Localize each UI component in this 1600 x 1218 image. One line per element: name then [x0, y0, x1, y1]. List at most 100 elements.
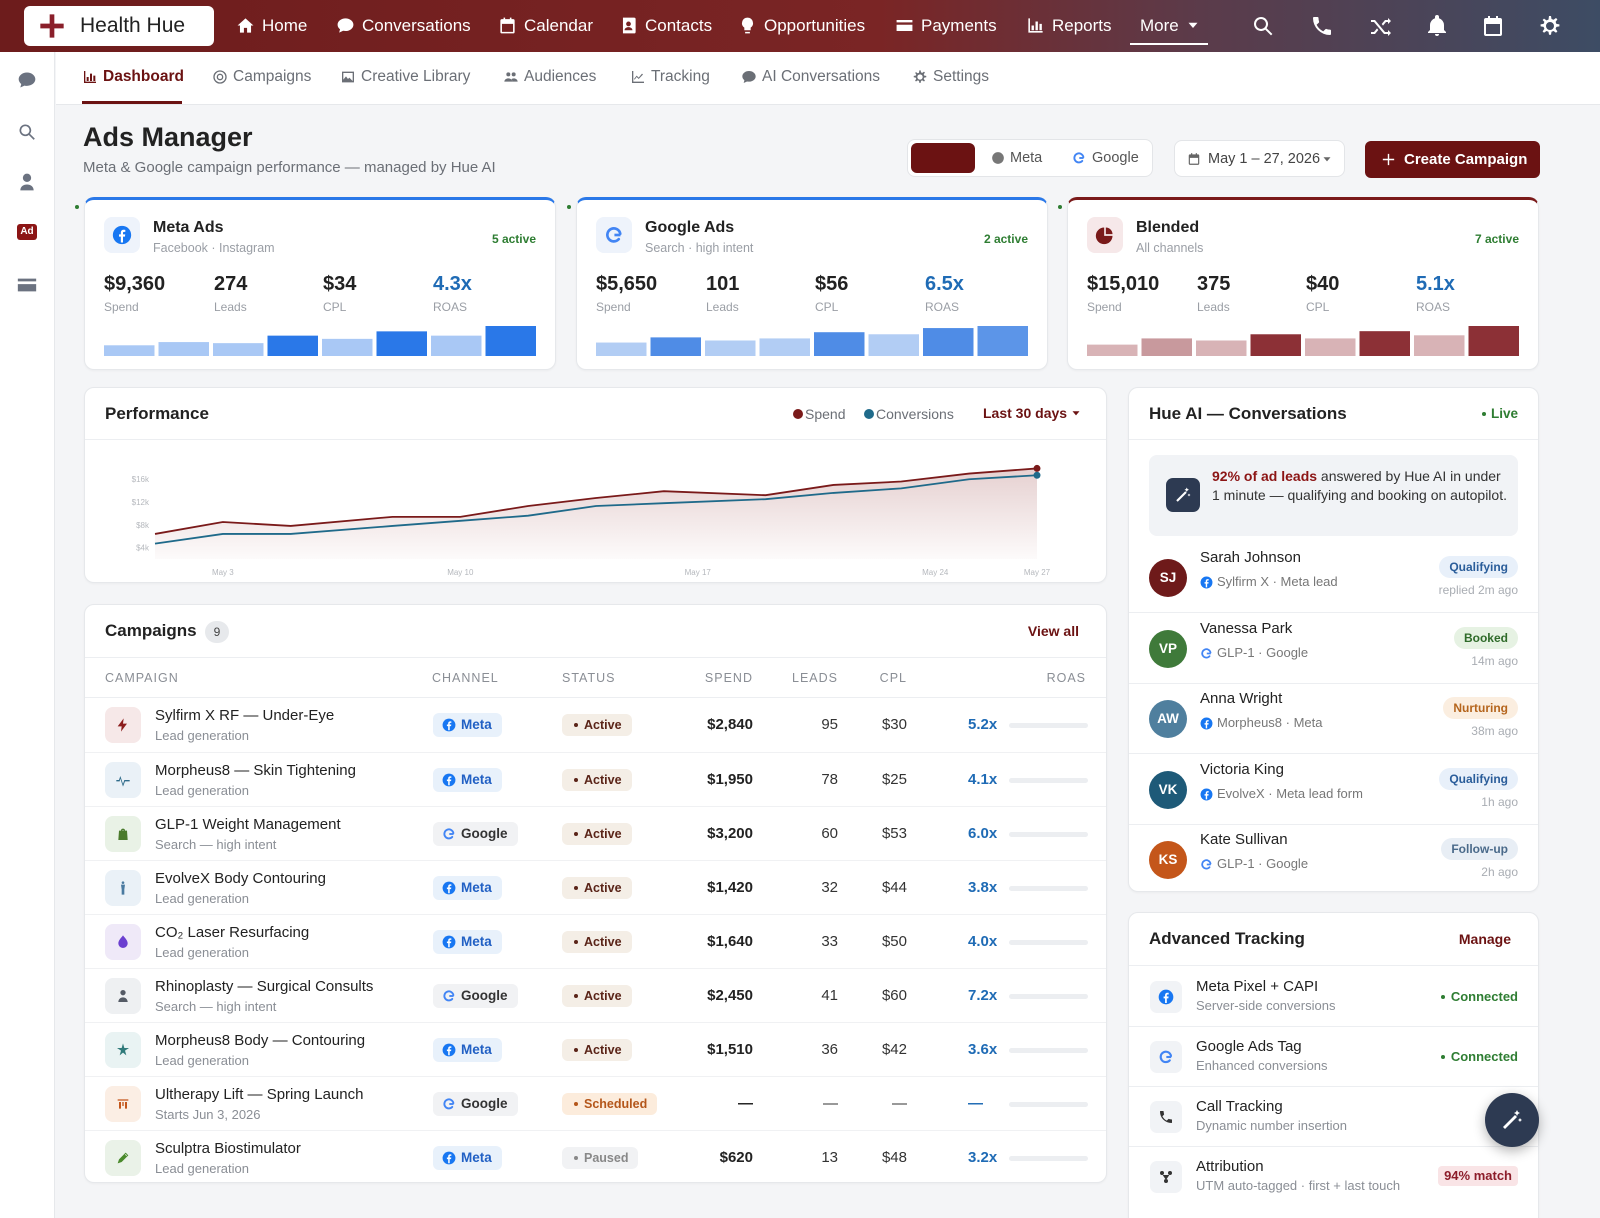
- nav-item[interactable]: Calendar: [524, 16, 593, 35]
- person-source: GLP-1 · Google: [1217, 856, 1309, 871]
- campaign-glyph-path: [117, 1152, 129, 1164]
- nav-item[interactable]: Payments: [921, 16, 997, 35]
- filter-option[interactable]: Google: [1092, 150, 1139, 166]
- filter-option[interactable]: Meta: [1010, 150, 1043, 166]
- meta-f: [1204, 579, 1209, 588]
- campaign-sub: Search — high intent: [155, 837, 277, 852]
- campaign-name: Sculptra Biostimulator: [155, 1140, 301, 1157]
- metric-value: $56: [815, 273, 849, 295]
- top-action[interactable]: [1538, 14, 1562, 38]
- range-select[interactable]: Last 30 days: [983, 405, 1068, 421]
- x-tick-label: May 3: [212, 568, 234, 577]
- person-name: Victoria King: [1200, 760, 1284, 778]
- tracking-sub: Server-side conversions: [1196, 998, 1336, 1013]
- tab[interactable]: Tracking: [651, 68, 710, 85]
- conversation-row[interactable]: AW Anna Wright Morpheus8 · Meta Nurturing 38…: [1129, 684, 1538, 754]
- google-g: [1073, 152, 1085, 164]
- status-pill: Paused: [562, 1147, 639, 1169]
- card-subtitle: Facebook · Instagram: [153, 241, 275, 255]
- status-pill: Active: [562, 877, 632, 899]
- campaign-row[interactable]: Morpheus8 — Skin Tightening Lead generati…: [85, 752, 1106, 806]
- status-pill: Active: [562, 931, 632, 953]
- nav-item[interactable]: Contacts: [645, 16, 713, 35]
- meta-f: [446, 721, 452, 731]
- side-person[interactable]: [17, 172, 37, 192]
- conversation-row[interactable]: KS Kate Sullivan GLP-1 · Google Follow-up 2h…: [1129, 825, 1538, 895]
- roas: 7.2x: [968, 987, 998, 1004]
- brand[interactable]: Health Hue: [24, 6, 214, 46]
- campaign-row[interactable]: CO₂ Laser Resurfacing Lead generation Meta…: [85, 914, 1106, 968]
- mini-bar: [650, 337, 701, 356]
- status-dot: [574, 1048, 578, 1052]
- side-chat-path: [18, 72, 36, 88]
- card-title: Performance: [105, 404, 209, 423]
- card-subtitle: All channels: [1136, 241, 1204, 255]
- top-action[interactable]: [1481, 14, 1505, 38]
- tab-icon: [213, 70, 227, 84]
- campaign-row[interactable]: Sylfirm X RF — Under-Eye Lead generation M…: [85, 698, 1106, 752]
- google-g: [1201, 647, 1212, 659]
- card-title: Blended: [1136, 219, 1200, 236]
- side-chat[interactable]: [17, 70, 37, 90]
- status-dot: [574, 886, 578, 890]
- top-action[interactable]: [1251, 14, 1275, 38]
- date-picker[interactable]: May 1 – 27, 2026: [1174, 140, 1345, 177]
- cpl: $53: [881, 825, 907, 842]
- divider: [85, 657, 1106, 658]
- ai-fab[interactable]: [1485, 1093, 1539, 1147]
- leads: 95: [821, 716, 838, 733]
- nav-item[interactable]: Conversations: [362, 16, 471, 35]
- conversation-row[interactable]: SJ Sarah Johnson Sylfirm X · Meta lead Qual…: [1129, 543, 1538, 613]
- conversation-row[interactable]: VK Victoria King EvolveX · Meta lead form Q…: [1129, 755, 1538, 825]
- performance-card: Performance Spend Conversions Last 30 days $…: [84, 387, 1107, 583]
- person-source: Sylfirm X · Meta lead: [1217, 574, 1338, 589]
- manage-link[interactable]: Manage: [1458, 931, 1511, 947]
- nav-item[interactable]: More: [1140, 16, 1179, 35]
- fab-wand-path: [1503, 1110, 1522, 1129]
- tab[interactable]: Settings: [933, 68, 990, 85]
- spend-area: [155, 468, 1037, 559]
- cpl: $30: [881, 716, 907, 733]
- metric-label: Spend: [1087, 300, 1122, 314]
- tab[interactable]: Audiences: [524, 68, 597, 85]
- campaign-row[interactable]: EvolveX Body Contouring Lead generation Me…: [85, 860, 1106, 914]
- summary-card: Meta Ads Facebook · Instagram 5 active $9,3…: [75, 197, 556, 370]
- lead-tag: Qualifying: [1439, 767, 1518, 790]
- status-dot: [574, 832, 578, 836]
- campaign-row[interactable]: Ultherapy Lift — Spring Launch Starts Jun…: [85, 1076, 1106, 1130]
- spend: $620: [719, 1149, 753, 1166]
- conversation-row[interactable]: VP Vanessa Park GLP-1 · Google Booked 14m ag…: [1129, 614, 1538, 684]
- meta-icon: [1200, 576, 1213, 589]
- card-status: 5 active: [491, 232, 536, 246]
- tab[interactable]: Dashboard: [103, 68, 184, 85]
- nav-icon: [500, 17, 515, 34]
- campaign-row[interactable]: GLP-1 Weight Management Search — high int…: [85, 806, 1106, 860]
- top-action[interactable]: [1425, 14, 1449, 38]
- tab[interactable]: Campaigns: [233, 68, 312, 85]
- avatar: SJ: [1149, 559, 1187, 597]
- campaign-row[interactable]: Rhinoplasty — Surgical Consults Search — …: [85, 968, 1106, 1022]
- filter-all[interactable]: [911, 143, 975, 173]
- create-label: Create Campaign: [1404, 151, 1528, 168]
- campaign-row[interactable]: Morpheus8 Body — Contouring Lead generati…: [85, 1022, 1106, 1076]
- top-action[interactable]: [1368, 14, 1392, 38]
- ai-banner: 92% of ad leads answered by Hue AI in un…: [1149, 455, 1518, 536]
- nav-item[interactable]: Reports: [1052, 16, 1112, 35]
- create-button[interactable]: Create Campaign: [1365, 141, 1540, 178]
- legend-dot: [864, 409, 874, 419]
- top-action-path: [1313, 17, 1331, 35]
- side-card[interactable]: [16, 274, 38, 296]
- top-action[interactable]: [1310, 14, 1334, 38]
- campaign-glyph: [117, 1043, 129, 1056]
- nav-item[interactable]: Opportunities: [764, 16, 866, 35]
- metric-value: 4.3x: [433, 273, 472, 295]
- tab-icon-path: [742, 71, 756, 83]
- nav-item[interactable]: Home: [262, 16, 308, 35]
- side-ads-badge[interactable]: Ad: [17, 224, 37, 240]
- tab[interactable]: AI Conversations: [762, 68, 881, 85]
- side-search[interactable]: [17, 122, 37, 142]
- tab[interactable]: Creative Library: [361, 68, 471, 85]
- campaign-row[interactable]: Sculptra Biostimulator Lead generation Met…: [85, 1130, 1106, 1184]
- status-dot: [574, 778, 578, 782]
- view-all[interactable]: View all: [1027, 623, 1079, 639]
